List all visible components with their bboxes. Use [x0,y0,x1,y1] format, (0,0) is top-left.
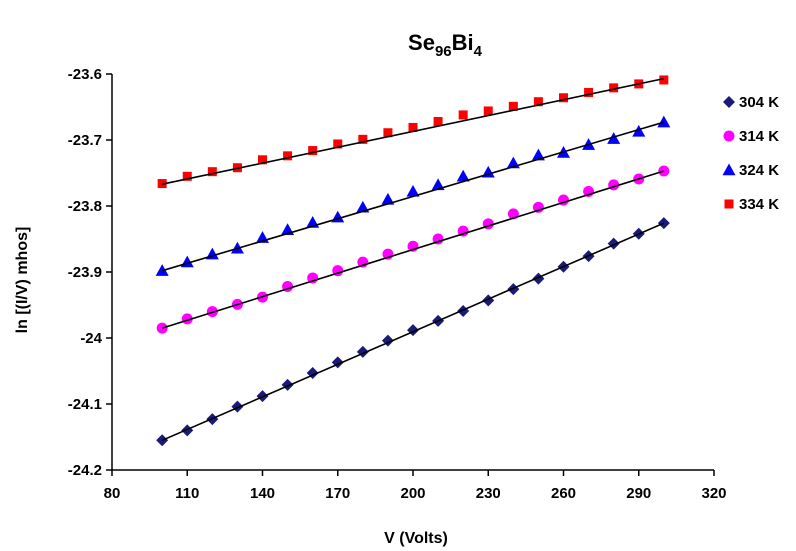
data-point [207,167,217,177]
y-tick-label: -23.9 [68,264,102,281]
data-point [609,83,619,93]
chart-title-sub1: 96 [435,43,452,60]
data-point [508,101,518,111]
data-point [456,169,470,182]
data-point [182,171,192,181]
data-point [431,178,445,191]
fit-line [161,121,665,272]
legend-item: 314 K [723,128,779,145]
data-point [258,155,267,165]
y-tick-label: -23.7 [68,132,102,149]
x-tick-label: 80 [104,485,121,502]
series-324-k [155,115,671,276]
legend-label: 304 K [739,94,779,111]
plot-area: 80 110 140 170 200 230 260 290 320 -23.6 -23.7 -23.… [68,66,727,502]
legend-marker [722,163,736,176]
fit-line [161,222,665,442]
series-314-k [156,165,670,334]
x-tick-label: 320 [701,485,726,502]
legend-label: 324 K [739,162,779,179]
data-point [632,124,646,137]
legend-item: 324 K [722,162,779,179]
legend-label: 314 K [739,128,779,145]
chart-title: Se96Bi4 [408,30,483,60]
data-point [607,132,621,144]
data-point [584,87,594,97]
x-tick-label: 170 [325,485,350,502]
y-tick-label: -23.8 [68,198,102,215]
data-point [533,97,543,107]
data-point [659,75,669,85]
data-point [657,115,671,128]
data-point [308,146,318,156]
fit-line [162,77,664,186]
series-334-k [157,75,669,189]
chart-title-mid: Bi [452,30,474,55]
y-axis-title: ln [(I/V) mhos] [14,227,31,334]
data-point [408,122,418,132]
data-point [383,128,393,138]
data-point [458,110,468,120]
x-axis-title: V (Volts) [384,530,448,547]
x-tick-label: 110 [175,485,199,502]
x-tick-label: 260 [551,485,576,502]
data-point [358,134,368,144]
x-tick-label: 140 [250,485,275,502]
legend-item: 304 K [723,94,779,111]
x-tick-label: 230 [476,485,501,502]
data-point [457,304,470,317]
x-tick-label: 290 [626,485,651,502]
chart-title-sub2: 4 [474,43,483,60]
y-tick-label: -24.2 [68,462,102,479]
fit-line [161,170,665,329]
series-304-k [156,217,670,447]
data-point [483,106,493,116]
y-tick-label: -24 [80,330,102,347]
legend-marker [723,130,735,142]
data-point [333,139,343,149]
y-tick-label: -24.1 [68,396,102,413]
legend-marker [724,199,734,209]
x-tick-label: 200 [400,485,425,502]
legend-marker [723,96,735,108]
legend-item: 334 K [724,196,779,213]
data-point [457,225,469,237]
data-point [559,93,568,103]
data-point [381,192,395,205]
legend: 304 K 314 K 324 K 334 K [722,94,779,213]
legend-label: 334 K [739,196,779,213]
data-point [283,151,293,161]
chart-title-main: Se [408,30,435,55]
data-point [531,148,545,161]
data-point [406,184,420,197]
y-tick-label: -23.6 [68,66,102,83]
data-point [433,117,443,127]
